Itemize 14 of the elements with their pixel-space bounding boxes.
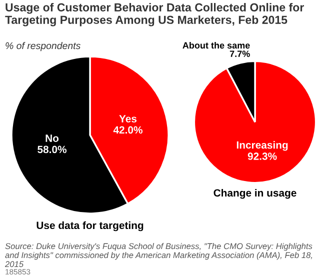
data-label: 92.3% xyxy=(248,152,277,160)
source-note: Source: Duke University's Fuqua School of Business, "The CMO Survey: Highlights and Insights" commissioned by the American Marketing Association (AMA), Feb 18, 2015 xyxy=(4,243,312,268)
slice-label: Increasing xyxy=(236,141,288,151)
chart-subtitle: % of respondents xyxy=(6,42,80,52)
pie-slice xyxy=(193,60,317,184)
data-label: 58.0% xyxy=(38,146,67,154)
chart-title: Usage of Customer Behavior Data Collected Online for Targeting Purposes Among US Marketers, Feb 2015 xyxy=(5,3,304,26)
slice-label: About the same xyxy=(182,42,250,49)
slice-label: No xyxy=(46,134,59,142)
slice-label: Yes xyxy=(119,115,137,122)
data-label: 7.7% xyxy=(230,50,250,57)
text: Use data for targeting xyxy=(36,221,144,232)
text: Change in usage xyxy=(214,188,296,199)
data-label: 42.0% xyxy=(113,126,142,134)
